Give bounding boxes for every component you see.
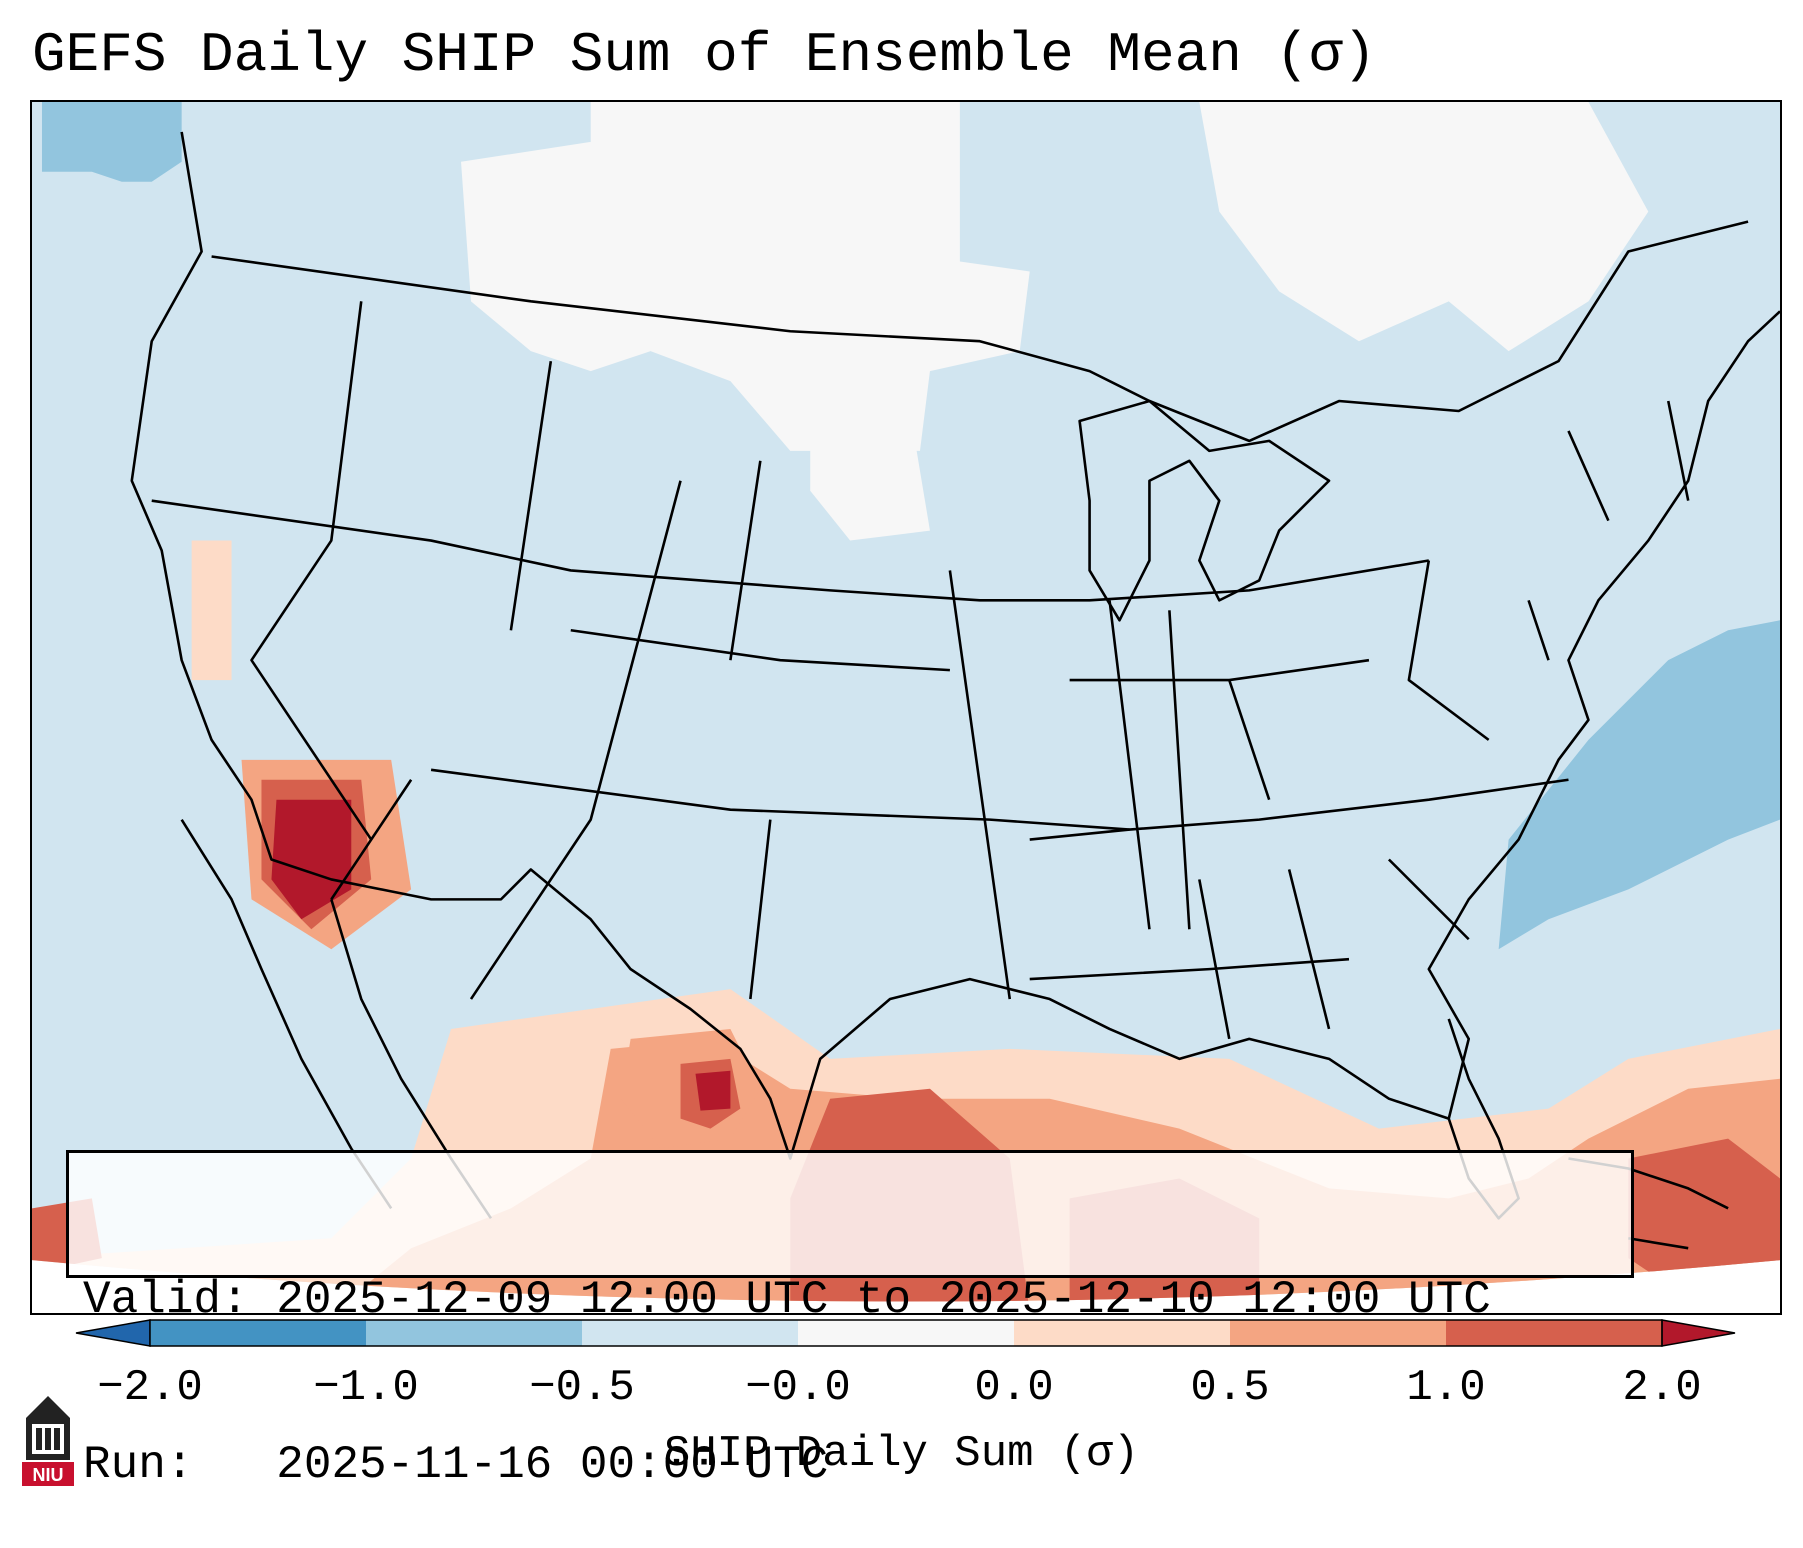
colorbar-bin-m1-m05: [366, 1320, 582, 1346]
ship-map: [32, 102, 1780, 1302]
colorbar-ticks: −2.0 −1.0 −0.5 −0.0 0.0 0.5 1.0 2.0: [0, 1360, 1803, 1416]
map-title: GEFS Daily SHIP Sum of Ensemble Mean (σ): [32, 23, 1377, 87]
colorbar: [75, 1319, 1736, 1347]
colorbar-bin-zero: [798, 1320, 1014, 1346]
tick-label: 2.0: [1622, 1363, 1702, 1413]
colorbar-bin-m2-m1: [150, 1320, 366, 1346]
valid-time-text: Valid: 2025-12-09 12:00 UTC to 2025-12-1…: [83, 1274, 1491, 1326]
negative-region-atlantic: [1498, 620, 1780, 950]
colorbar-extend-low: [75, 1319, 151, 1347]
logo-text: NIU: [33, 1465, 64, 1485]
negative-region-northwest-corner: [41, 102, 182, 182]
tick-label: 1.0: [1406, 1363, 1486, 1413]
niu-logo: NIU: [22, 1396, 74, 1486]
near-zero-region-northeast: [1199, 102, 1649, 352]
colorbar-bin-05-1: [1230, 1320, 1446, 1346]
positive-region-west-texas-peak: [695, 1070, 731, 1111]
colorbar-bin-1-2: [1446, 1320, 1662, 1346]
tick-label: −0.5: [529, 1363, 635, 1413]
positive-region-caribbean: [1628, 1138, 1780, 1299]
near-zero-region-south-dakota: [810, 401, 930, 541]
colorbar-bin-m05-m0: [582, 1320, 798, 1346]
us-outline: [130, 131, 1780, 1160]
boundary-lines-east: [948, 400, 1690, 1040]
tick-label: −0.0: [745, 1363, 851, 1413]
canada-border: [211, 220, 1749, 443]
tick-label: −1.0: [313, 1363, 419, 1413]
near-zero-region-northwest: [461, 141, 651, 372]
colorbar-extend-high: [1661, 1319, 1736, 1347]
colorbar-label: SHIP Daily Sum (σ): [663, 1429, 1140, 1479]
boundary-lines-west: [151, 301, 1430, 1000]
run-time-text: Run: 2025-11-16 00:00 UTC: [83, 1439, 829, 1491]
colorbar-bin-0-05: [1014, 1320, 1230, 1346]
positive-region-northern-california: [191, 540, 232, 681]
colorbar-frame: [149, 1319, 1663, 1347]
valid-run-info-box: Valid: 2025-12-09 12:00 UTC to 2025-12-1…: [66, 1150, 1634, 1491]
positive-region-southwest-peak: [271, 799, 352, 920]
map-panel[interactable]: [30, 100, 1782, 1315]
tick-label: 0.5: [1190, 1363, 1270, 1413]
near-zero-region-north-central: [590, 102, 1030, 451]
boundaries: [130, 131, 1780, 1250]
tick-label: 0.0: [974, 1363, 1054, 1413]
tick-label: −2.0: [97, 1363, 203, 1413]
